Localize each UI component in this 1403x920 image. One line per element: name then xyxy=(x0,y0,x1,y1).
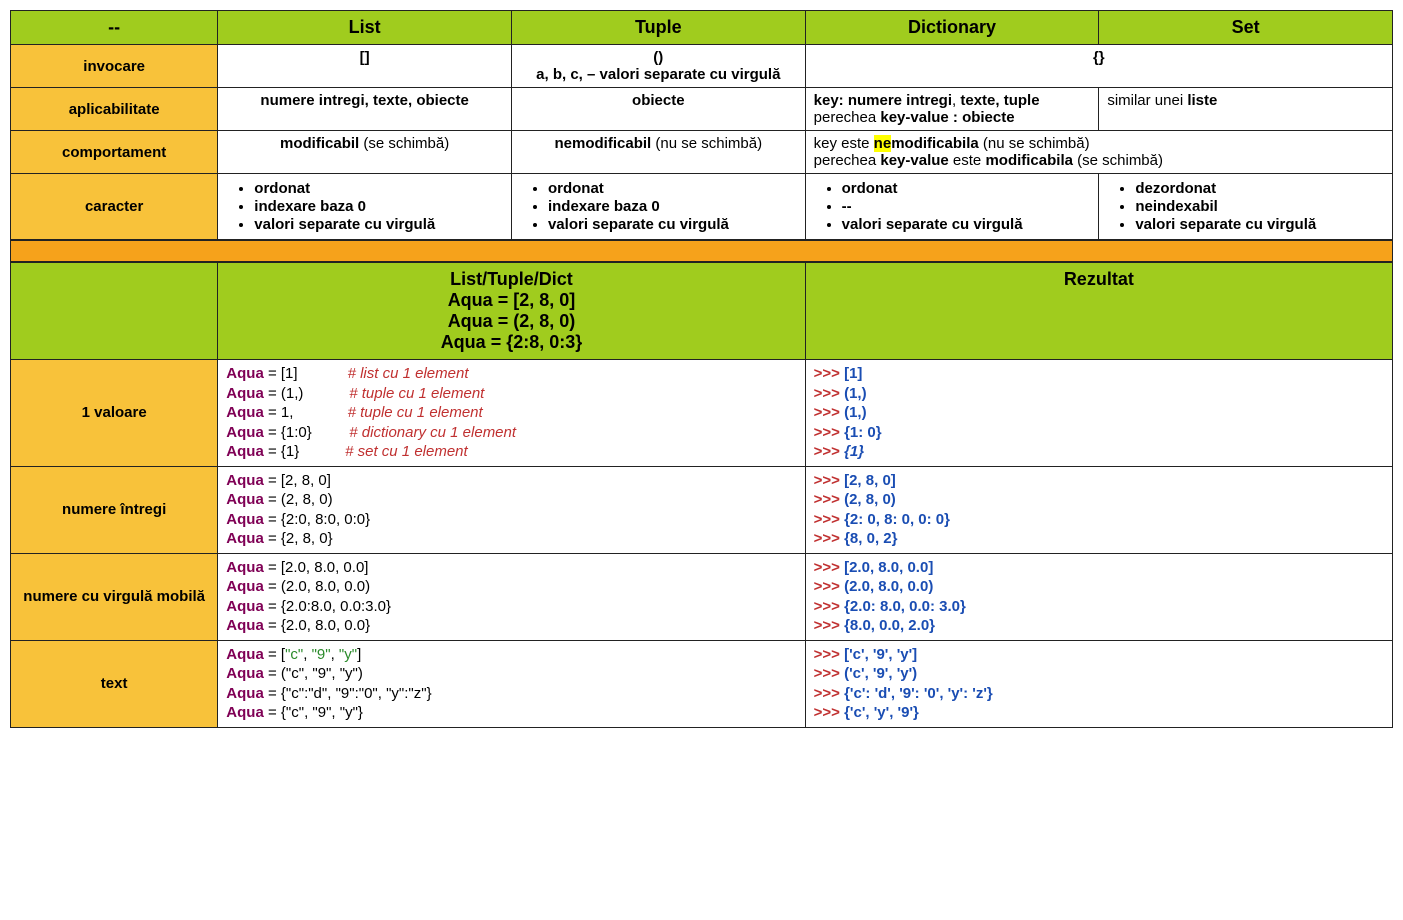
code-floats: Aqua = [2.0, 8.0, 0.0] Aqua = (2.0, 8.0,… xyxy=(218,553,805,640)
row-ints: numere întregi Aqua = [2, 8, 0] Aqua = (… xyxy=(11,466,1393,553)
header-row: -- List Tuple Dictionary Set xyxy=(11,11,1393,45)
label-floats: numere cu virgulă mobilă xyxy=(11,553,218,640)
row-invocare: invocare [] () a, b, c, – valori separat… xyxy=(11,45,1393,88)
label-ints: numere întregi xyxy=(11,466,218,553)
invocare-dict-set: {} xyxy=(805,45,1392,88)
caracter-tuple: ordonat indexare baza 0 valori separate … xyxy=(511,174,805,241)
invocare-list: [] xyxy=(218,45,512,88)
comp-list: modificabil (se schimbă) xyxy=(218,131,512,174)
mid-header-right: Rezultat xyxy=(805,262,1392,360)
aplic-list: numere intregi, texte, obiecte xyxy=(218,88,512,131)
spacer-row xyxy=(11,240,1393,262)
caracter-set: dezordonat neindexabil valori separate c… xyxy=(1099,174,1393,241)
row-floats: numere cu virgulă mobilă Aqua = [2.0, 8.… xyxy=(11,553,1393,640)
out-floats: >>> [2.0, 8.0, 0.0] >>> (2.0, 8.0, 0.0) … xyxy=(805,553,1392,640)
code-1-valoare: Aqua = [1] # list cu 1 element Aqua = (1… xyxy=(218,360,805,467)
comp-tuple: nemodificabil (nu se schimbă) xyxy=(511,131,805,174)
aplic-tuple: obiecte xyxy=(511,88,805,131)
invocare-tuple-l1: () xyxy=(520,49,797,66)
header-list: List xyxy=(218,11,512,45)
comp-dict-set: key este nemodificabila (nu se schimbă) … xyxy=(805,131,1392,174)
mid-header-blank xyxy=(11,262,218,360)
header-blank: -- xyxy=(11,11,218,45)
row-text: text Aqua = ["c", "9", "y"] Aqua = ("c",… xyxy=(11,640,1393,727)
row-aplicabilitate: aplicabilitate numere intregi, texte, ob… xyxy=(11,88,1393,131)
label-text: text xyxy=(11,640,218,727)
header-tuple: Tuple xyxy=(511,11,805,45)
label-comportament: comportament xyxy=(11,131,218,174)
out-text: >>> ['c', '9', 'y'] >>> ('c', '9', 'y') … xyxy=(805,640,1392,727)
header-dict: Dictionary xyxy=(805,11,1099,45)
header-set: Set xyxy=(1099,11,1393,45)
row-caracter: caracter ordonat indexare baza 0 valori … xyxy=(11,174,1393,241)
row-1-valoare: 1 valoare Aqua = [1] # list cu 1 element… xyxy=(11,360,1393,467)
invocare-tuple-l2: a, b, c, – valori separate cu virgulă xyxy=(520,66,797,83)
out-ints: >>> [2, 8, 0] >>> (2, 8, 0) >>> {2: 0, 8… xyxy=(805,466,1392,553)
aplic-dict: key: numere intregi, texte, tuple perech… xyxy=(805,88,1099,131)
label-1-valoare: 1 valoare xyxy=(11,360,218,467)
mid-header-row: List/Tuple/Dict Aqua = [2, 8, 0] Aqua = … xyxy=(11,262,1393,360)
label-aplicabilitate: aplicabilitate xyxy=(11,88,218,131)
row-comportament: comportament modificabil (se schimbă) ne… xyxy=(11,131,1393,174)
caracter-list: ordonat indexare baza 0 valori separate … xyxy=(218,174,512,241)
aplic-set: similar unei liste xyxy=(1099,88,1393,131)
mid-header-left: List/Tuple/Dict Aqua = [2, 8, 0] Aqua = … xyxy=(218,262,805,360)
comparison-table: -- List Tuple Dictionary Set invocare []… xyxy=(10,10,1393,728)
code-ints: Aqua = [2, 8, 0] Aqua = (2, 8, 0) Aqua =… xyxy=(218,466,805,553)
spacer-cell xyxy=(11,240,1393,262)
code-text: Aqua = ["c", "9", "y"] Aqua = ("c", "9",… xyxy=(218,640,805,727)
out-1-valoare: >>> [1] >>> (1,) >>> (1,) >>> {1: 0} >>>… xyxy=(805,360,1392,467)
caracter-dict: ordonat -- valori separate cu virgulă xyxy=(805,174,1099,241)
label-invocare: invocare xyxy=(11,45,218,88)
label-caracter: caracter xyxy=(11,174,218,241)
invocare-tuple: () a, b, c, – valori separate cu virgulă xyxy=(511,45,805,88)
